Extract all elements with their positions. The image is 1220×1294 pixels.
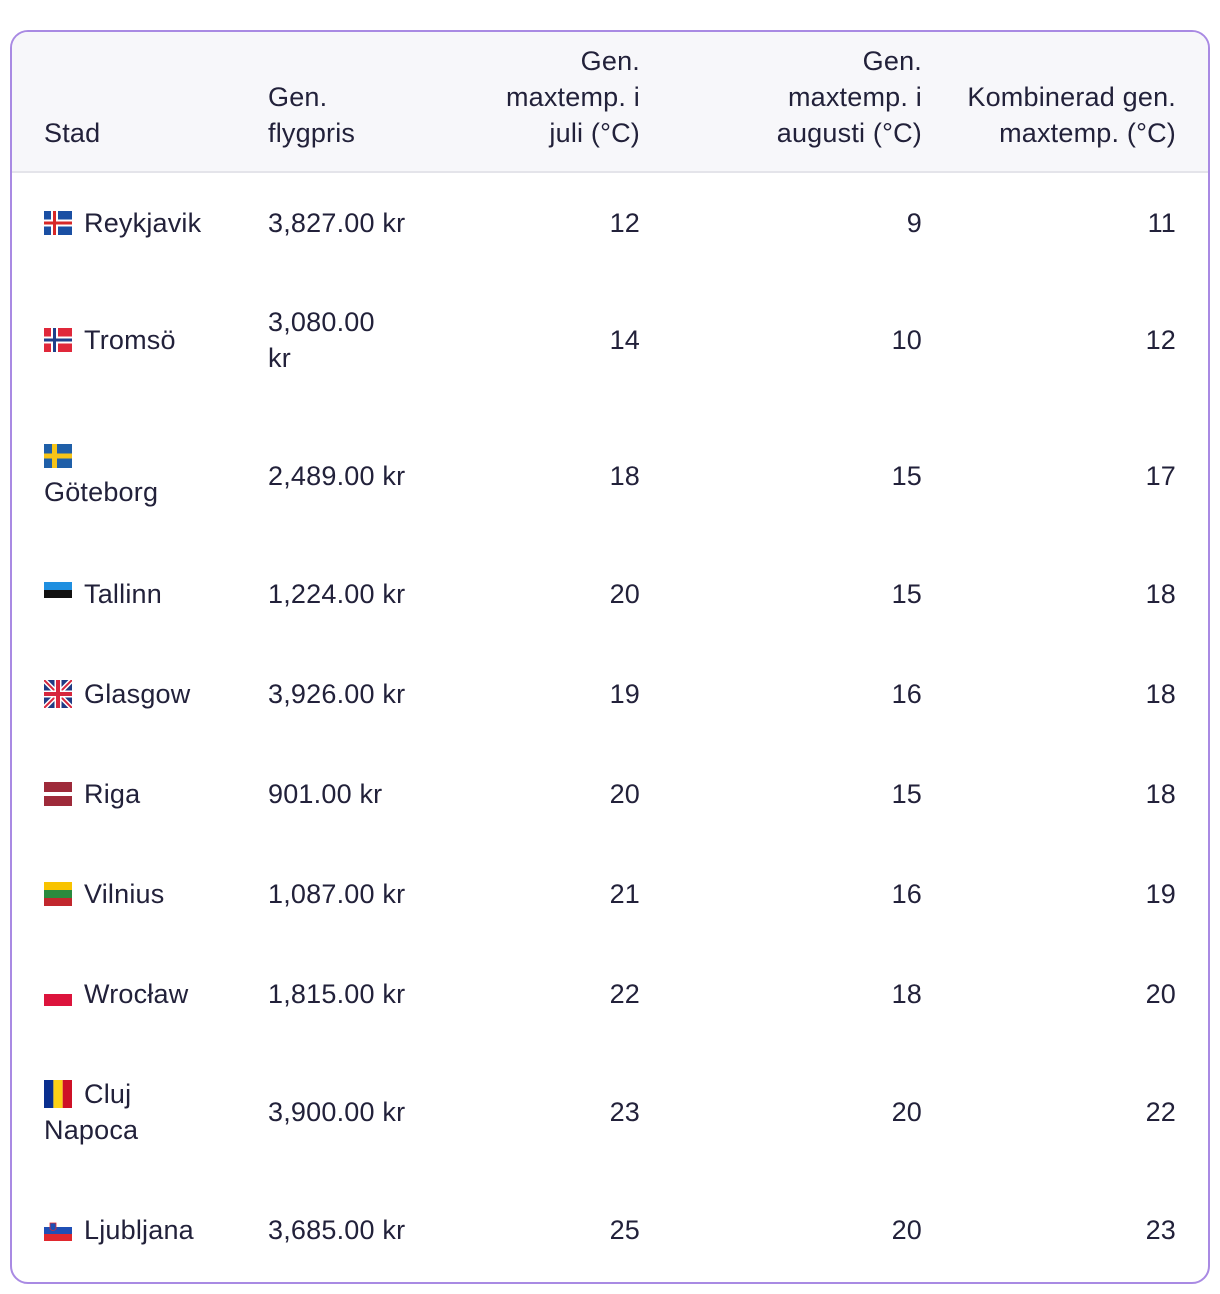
- table-row: Wrocław 1,815.00 kr 22 18 20: [12, 944, 1208, 1044]
- cities-table-card: Stad Gen. flygpris Gen. maxtemp. i juli …: [10, 30, 1210, 1284]
- header-august: Gen. maxtemp. i augusti (°C): [680, 32, 922, 173]
- combined-cell: 17: [1145, 461, 1176, 491]
- cities-table: Stad Gen. flygpris Gen. maxtemp. i juli …: [12, 32, 1208, 1280]
- poland-flag-icon: [44, 980, 72, 1008]
- header-july: Gen. maxtemp. i juli (°C): [460, 32, 680, 173]
- july-cell: 18: [609, 461, 640, 491]
- lithuania-flag-icon: [44, 880, 72, 908]
- city-cell: Glasgow: [12, 644, 236, 744]
- combined-cell: 11: [1147, 207, 1176, 238]
- august-cell: 20: [891, 1215, 922, 1245]
- table-row: Tallinn 1,224.00 kr 20 15 18: [12, 544, 1208, 644]
- table-row: Glasgow 3,926.00 kr 19 16 18: [12, 644, 1208, 744]
- slovenia-flag-icon: [44, 1216, 72, 1244]
- july-cell: 23: [609, 1097, 640, 1127]
- july-cell: 25: [609, 1215, 640, 1245]
- combined-cell: 22: [1145, 1097, 1176, 1127]
- august-cell: 15: [891, 779, 922, 809]
- uk-flag-icon: [44, 680, 72, 708]
- city-cell: Tallinn: [12, 544, 236, 644]
- table-row: Göteborg 2,489.00 kr 18 15 17: [12, 408, 1208, 544]
- header-price: Gen. flygpris: [236, 32, 460, 173]
- city-cell: Göteborg: [12, 408, 236, 544]
- city-cell: Ljubljana: [12, 1180, 236, 1280]
- table-header-row: Stad Gen. flygpris Gen. maxtemp. i juli …: [12, 32, 1208, 173]
- august-cell: 20: [891, 1097, 922, 1127]
- price-cell: 1,224.00 kr: [268, 579, 406, 609]
- price-cell: 2,489.00 kr: [268, 461, 406, 491]
- august-cell: 15: [891, 461, 922, 491]
- july-cell: 20: [609, 579, 640, 609]
- table-row: Tromsö 3,080.00 kr 14 10 12: [12, 272, 1208, 408]
- table-row: Vilnius 1,087.00 kr 21 16 19: [12, 844, 1208, 944]
- price-cell: 3,827.00 kr: [268, 207, 406, 238]
- price-cell: 1,815.00 kr: [268, 979, 406, 1009]
- combined-cell: 23: [1145, 1215, 1176, 1245]
- combined-cell: 12: [1145, 325, 1176, 355]
- city-cell: Cluj Napoca: [44, 1079, 139, 1145]
- city-cell: Wrocław: [12, 944, 236, 1044]
- price-cell: 3,080.00 kr: [268, 307, 375, 373]
- city-cell: Riga: [12, 744, 236, 844]
- price-cell: 901.00 kr: [268, 779, 383, 809]
- table-row: Reykjavik 3,827.00 kr 12 9 11: [12, 172, 1208, 272]
- august-cell: 10: [891, 325, 922, 355]
- july-cell: 12: [609, 207, 640, 238]
- august-cell: 16: [891, 879, 922, 909]
- price-cell: 3,685.00 kr: [268, 1215, 406, 1245]
- price-cell: 3,926.00 kr: [268, 679, 406, 709]
- romania-flag-icon: [44, 1080, 72, 1108]
- august-cell: 18: [891, 979, 922, 1009]
- latvia-flag-icon: [44, 780, 72, 808]
- iceland-flag-icon: [44, 209, 72, 237]
- july-cell: 14: [609, 325, 640, 355]
- july-cell: 22: [609, 979, 640, 1009]
- estonia-flag-icon: [44, 580, 72, 608]
- header-city: Stad: [12, 32, 236, 173]
- table-row: Riga 901.00 kr 20 15 18: [12, 744, 1208, 844]
- city-cell: Reykjavik: [12, 172, 236, 272]
- july-cell: 20: [609, 779, 640, 809]
- july-cell: 19: [609, 679, 640, 709]
- price-cell: 1,087.00 kr: [268, 879, 406, 909]
- july-cell: 21: [609, 879, 640, 909]
- sweden-flag-icon: [44, 442, 72, 470]
- table-row: Cluj Napoca 3,900.00 kr 23 20 22: [12, 1044, 1208, 1180]
- combined-cell: 18: [1145, 679, 1176, 709]
- city-cell: Tromsö: [12, 272, 236, 408]
- table-row: Ljubljana 3,685.00 kr 25 20 23: [12, 1180, 1208, 1280]
- combined-cell: 18: [1145, 779, 1176, 809]
- norway-flag-icon: [44, 326, 72, 354]
- combined-cell: 19: [1145, 879, 1176, 909]
- header-combined: Kombinerad gen. maxtemp. (°C): [922, 32, 1208, 173]
- august-cell: 9: [906, 207, 922, 238]
- price-cell: 3,900.00 kr: [268, 1097, 406, 1127]
- august-cell: 16: [891, 679, 922, 709]
- combined-cell: 20: [1145, 979, 1176, 1009]
- combined-cell: 18: [1145, 579, 1176, 609]
- august-cell: 15: [891, 579, 922, 609]
- city-cell: Vilnius: [12, 844, 236, 944]
